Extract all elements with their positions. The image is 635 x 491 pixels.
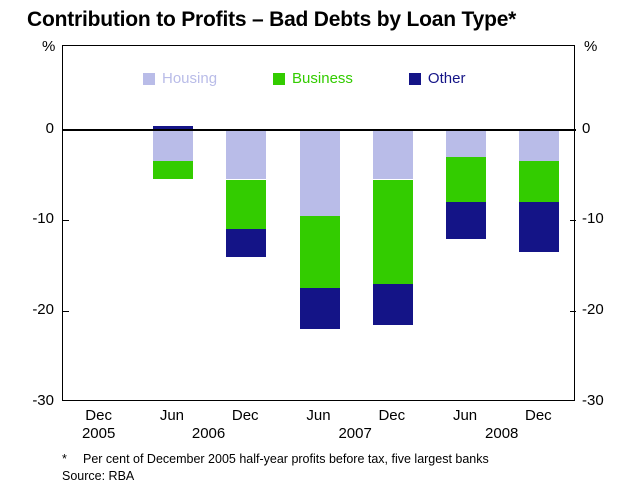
- legend-label: Housing: [162, 70, 218, 87]
- bar-segment-housing: [519, 129, 560, 162]
- bar-segment-other: [519, 202, 560, 253]
- x-tick-label: Dec: [525, 407, 552, 424]
- legend-swatch: [273, 72, 286, 85]
- x-tick-label: Jun: [159, 407, 185, 424]
- plot-area: Housing Business Other: [62, 45, 576, 401]
- bar-segment-housing: [226, 129, 267, 180]
- y-tick-label-left: -20: [32, 301, 54, 319]
- chart-title: Contribution to Profits – Bad Debts by L…: [27, 8, 517, 31]
- legend-label: Business: [292, 70, 353, 87]
- bar-segment-business: [446, 156, 487, 203]
- x-tick-label: Dec: [231, 407, 259, 424]
- zero-line: [63, 128, 576, 131]
- bar-segment-housing: [446, 129, 487, 157]
- legend-swatch: [408, 72, 421, 85]
- bar-segment-business: [519, 161, 560, 203]
- bar-segment-business: [152, 161, 193, 180]
- y-tick-mark: [63, 310, 69, 312]
- bar-segment-other: [372, 283, 413, 325]
- y-tick-label-right: -20: [582, 301, 604, 319]
- y-tick-mark: [570, 310, 576, 312]
- source-note: Source: RBA: [62, 469, 135, 483]
- y-tick-mark: [63, 219, 69, 221]
- y-tick-label-right: 0: [582, 119, 591, 137]
- x-tick-label: Dec: [85, 407, 112, 424]
- bar-segment-housing: [372, 129, 413, 180]
- y-axis-unit-right: %: [584, 38, 598, 55]
- legend-item-housing: Housing: [143, 70, 217, 87]
- x-year-label: 2007: [338, 425, 372, 442]
- x-tick-label: Jun: [452, 407, 478, 424]
- bar-segment-business: [372, 179, 413, 284]
- y-axis-unit-left: %: [42, 38, 56, 55]
- y-tick-mark: [570, 219, 576, 221]
- legend-item-business: Business: [273, 70, 353, 87]
- bar-segment-other: [152, 125, 193, 130]
- legend: Housing Business Other: [143, 70, 465, 87]
- y-tick-label-right: -10: [582, 210, 604, 228]
- x-year-label: 2006: [191, 425, 226, 442]
- footnote-marker: *: [62, 452, 67, 466]
- legend-swatch: [143, 72, 155, 85]
- legend-item-other: Other: [408, 70, 466, 87]
- footnote: * Per cent of December 2005 half-year pro…: [62, 452, 489, 466]
- bar-segment-business: [299, 215, 340, 289]
- footnote-text: Per cent of December 2005 half-year prof…: [83, 452, 489, 466]
- bar-segment-housing: [299, 129, 340, 216]
- x-year-label: 2008: [485, 425, 519, 442]
- legend-label: Other: [427, 70, 466, 87]
- bar-segment-housing: [152, 129, 193, 162]
- x-tick-label: Dec: [378, 407, 406, 424]
- bar-segment-other: [299, 288, 340, 330]
- x-year-label: 2005: [81, 425, 116, 442]
- bar-segment-business: [226, 179, 267, 230]
- bar-segment-other: [226, 229, 267, 257]
- bar-segment-other: [446, 202, 487, 239]
- x-tick-label: Jun: [306, 407, 331, 424]
- y-tick-label-left: -30: [32, 392, 54, 409]
- y-tick-label-right: -30: [582, 392, 604, 409]
- y-tick-label-left: 0: [45, 119, 54, 137]
- y-tick-label-left: -10: [32, 210, 54, 228]
